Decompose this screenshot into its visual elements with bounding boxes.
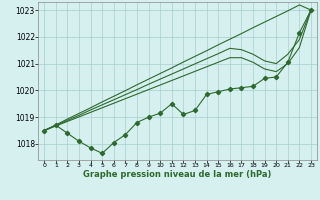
X-axis label: Graphe pression niveau de la mer (hPa): Graphe pression niveau de la mer (hPa) bbox=[84, 170, 272, 179]
